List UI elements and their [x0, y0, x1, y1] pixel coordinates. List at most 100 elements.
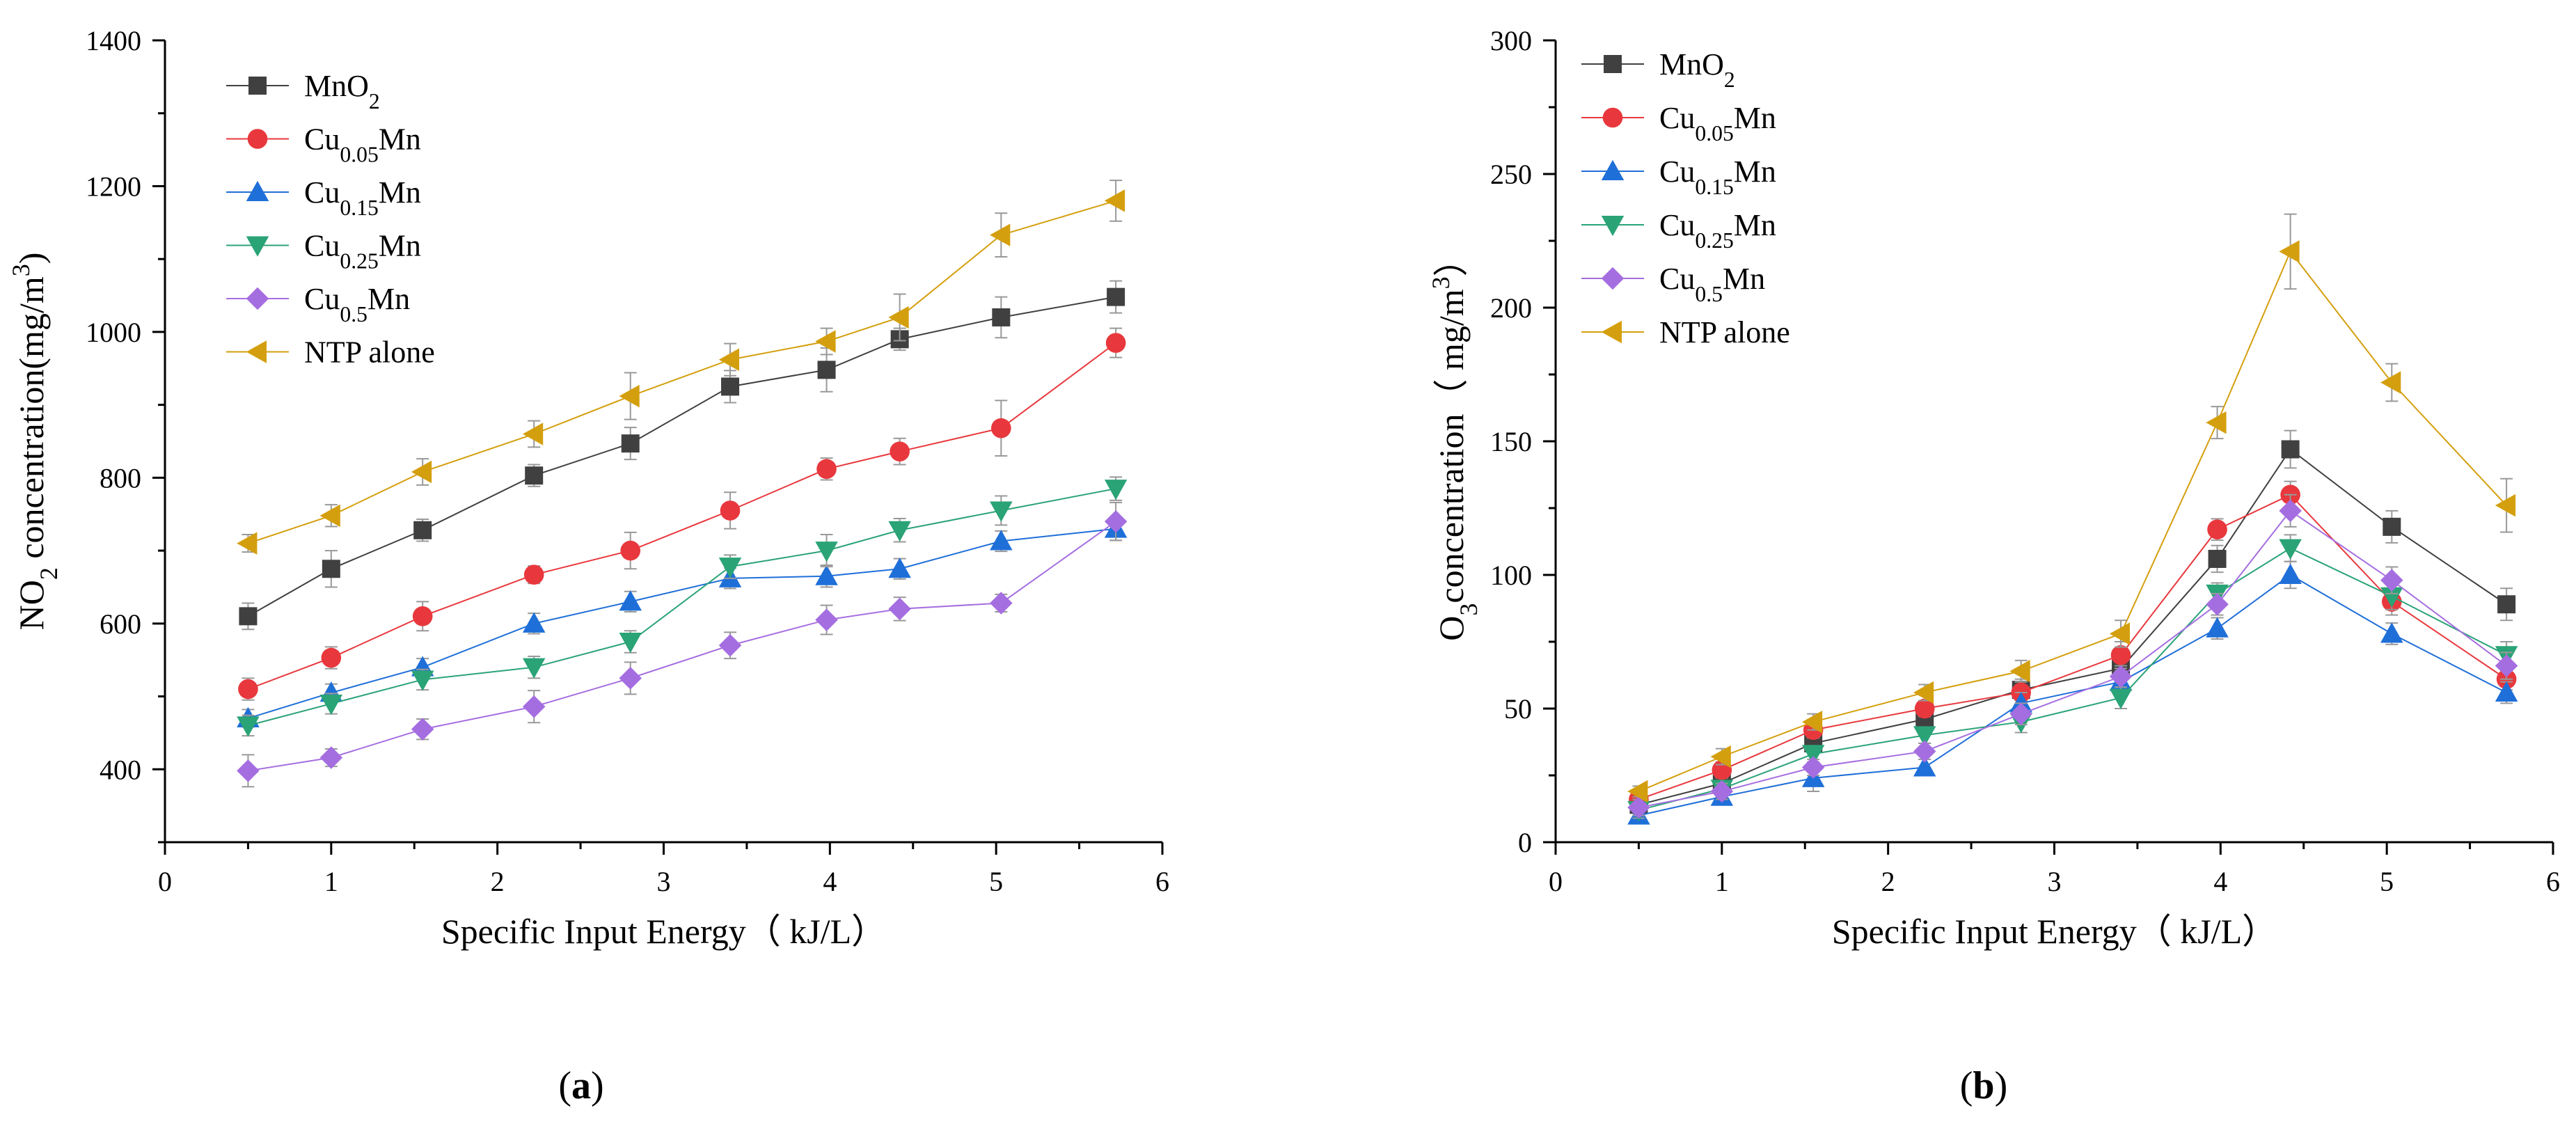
panel-b-legend-item: Cu0.15Mn: [1581, 155, 1776, 199]
panel-b-data-point: [2109, 665, 2133, 688]
panel-b-y-tick-label: 150: [1490, 426, 1532, 457]
panel-b-series-line: [1638, 448, 2507, 806]
panel-a-data-point: [412, 606, 433, 626]
chart-panel-a: 0 1 2 3 4 5 6 400 600 800 1000 1200 1400 Specific Inp…: [7, 25, 1169, 951]
panel-a-data-point: [319, 746, 343, 769]
panel-b-x-axis-title: Specific Input Energy（ kJ/L）: [1832, 912, 2277, 951]
panel-a-legend-marker: [246, 180, 269, 201]
panel-b-legend-item: Cu0.25Mn: [1581, 208, 1776, 253]
panel-a-legend-marker: [246, 287, 269, 310]
panel-b-series-line: [1638, 250, 2507, 792]
panel-a-legend-label: Cu0.15Mn: [304, 175, 421, 220]
panel-b-data-point: [1627, 796, 1650, 819]
panel-a-data-point: [239, 607, 258, 626]
panel-a-data-point: [890, 441, 910, 461]
panel-b-data-point: [2279, 539, 2302, 560]
panel-a-data-point: [990, 501, 1013, 522]
panel-a-data-point: [1107, 287, 1125, 306]
panel-b-legend-label: MnO2: [1659, 47, 1735, 92]
panel-a-data-point: [990, 592, 1013, 615]
panel-b-data-point: [1913, 726, 1936, 747]
panel-a-legend-marker: [246, 340, 267, 363]
chart-panel-b: 0 1 2 3 4 5 6 0 50 100 150 200 250 300 Specific Input …: [1427, 25, 2560, 951]
panel-b-data-point: [2206, 411, 2227, 434]
panel-b-x-tick-label: 0: [1549, 866, 1563, 897]
panel-a-y-tick-label: 400: [100, 754, 141, 785]
panel-a-data-point: [1104, 509, 1128, 533]
panel-a-data-point: [815, 564, 838, 585]
panel-a-x-tick-label: 1: [324, 866, 338, 897]
panel-a-x-tick-label: 4: [823, 866, 837, 897]
panel-a-x-tick-label: 2: [491, 866, 505, 897]
panel-b-y-tick-label: 0: [1518, 827, 1532, 858]
panel-b-x-tick-label: 2: [1881, 866, 1895, 897]
panel-a-data-point: [815, 330, 836, 353]
panel-b-y-tick-label: 300: [1490, 25, 1532, 56]
panel-a-data-point: [319, 695, 343, 716]
panel-b-legend-item: Cu0.5Mn: [1581, 262, 1765, 306]
panel-a-data-point: [990, 530, 1013, 551]
panel-b-legend-label: Cu0.05Mn: [1659, 101, 1776, 145]
panel-a-series-0: [239, 280, 1125, 631]
panel-b-x-tick-label: 5: [2380, 866, 2394, 897]
panel-a-data-point: [413, 521, 432, 539]
panel-a-data-point: [816, 459, 837, 480]
panel-a-data-point: [1104, 480, 1128, 500]
panel-a-x-tick-label: 0: [158, 866, 172, 897]
panel-a-legend-item: MnO2: [226, 69, 380, 113]
panel-a-series-line: [248, 488, 1116, 727]
panel-a-data-point: [322, 560, 340, 578]
panel-b-data-point: [2110, 645, 2131, 665]
panel-a-data-point: [888, 558, 911, 578]
panel-a-y-tick-label: 1000: [86, 317, 141, 348]
panel-a-data-point: [523, 564, 544, 585]
panel-a-y-axis-title: NO2 concentration(mg/m3): [7, 253, 63, 631]
panel-a-legend-item: Cu0.15Mn: [226, 175, 421, 220]
panel-b-data-point: [1710, 745, 1731, 768]
panel-a-series-5: [237, 180, 1125, 555]
panel-b-data-point: [2009, 702, 2032, 725]
panel-b-data-point: [2497, 595, 2516, 614]
panel-b-data-point: [2206, 592, 2229, 616]
panel-b-data-point: [2206, 617, 2229, 638]
panel-b-legend-marker: [1601, 267, 1625, 290]
panel-b-legend-label: Cu0.15Mn: [1659, 155, 1776, 199]
panel-a-data-point: [718, 633, 742, 657]
panel-a-data-point: [718, 348, 740, 371]
panel-b-legend-item: NTP alone: [1581, 315, 1790, 349]
panel-a-data-point: [411, 460, 432, 484]
panel-b-legend-marker: [1604, 55, 1622, 73]
panel-a-data-point: [522, 612, 546, 633]
panel-b-data-point: [1913, 756, 1936, 777]
panel-a-data-point: [815, 608, 838, 631]
panel-b-data-point: [2279, 499, 2302, 523]
panel-b-data-point: [2495, 493, 2516, 517]
panel-a-legend-item: Cu0.25Mn: [226, 229, 421, 273]
panel-a-data-point: [718, 558, 742, 578]
panel-a-data-point: [319, 504, 340, 528]
panel-b-data-point: [2380, 587, 2403, 608]
panel-label-b: (b): [1960, 1064, 2007, 1107]
panel-a-data-point: [237, 716, 260, 737]
panel-a-x-axis-title: Specific Input Energy（ kJ/L）: [441, 912, 886, 951]
panel-b-legend-item: MnO2: [1581, 47, 1735, 92]
panel-a-series-line: [248, 200, 1116, 544]
panel-a-legend-label: MnO2: [304, 69, 380, 113]
panel-b-data-point: [1627, 780, 1648, 803]
panel-a-series-4: [237, 501, 1128, 788]
panel-a-data-point: [411, 670, 434, 691]
panel-a-y-tick-label: 1400: [86, 25, 141, 56]
panel-b-data-point: [2207, 519, 2227, 540]
panel-b-legend-marker: [1602, 107, 1623, 128]
panel-b-y-tick-label: 50: [1504, 693, 1532, 725]
panel-b-y-axis-title: O3concentration（ mg/m3）: [1427, 242, 1483, 640]
panel-b-data-point: [2009, 659, 2030, 683]
panel-b-legend-item: Cu0.05Mn: [1581, 101, 1776, 145]
panel-b-y-tick-label: 100: [1490, 560, 1532, 591]
panel-b-legend-label: Cu0.5Mn: [1659, 262, 1765, 306]
panel-b-data-point: [2281, 440, 2300, 459]
panel-a-legend-label: Cu0.5Mn: [304, 282, 410, 326]
panel-a-data-point: [411, 718, 434, 741]
panel-b-data-point: [2380, 622, 2403, 643]
